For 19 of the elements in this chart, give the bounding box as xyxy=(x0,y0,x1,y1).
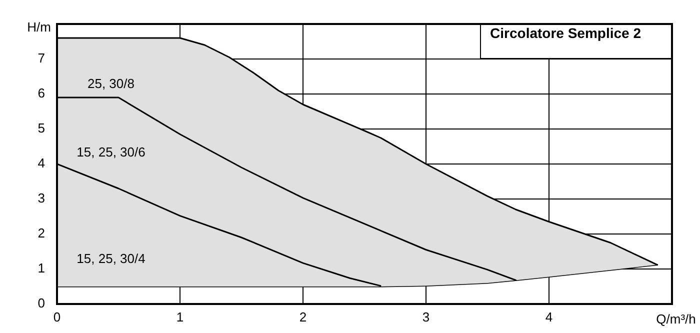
y-tick-label: 0 xyxy=(38,296,45,311)
x-tick-label: 4 xyxy=(545,309,553,324)
y-tick-label: 3 xyxy=(38,190,45,206)
y-tick-label: 6 xyxy=(38,86,45,101)
y-axis-title: H/m xyxy=(27,20,51,35)
x-tick-label: 0 xyxy=(53,309,61,324)
annotation: 15, 25, 30/6 xyxy=(76,144,146,160)
annotation: 15, 25, 30/4 xyxy=(76,250,146,266)
x-tick-label: 3 xyxy=(422,309,430,324)
x-tick-label: 1 xyxy=(176,309,184,324)
y-tick-label: 5 xyxy=(38,120,45,136)
annotation: 25, 30/8 xyxy=(88,76,134,91)
y-tick-label: 2 xyxy=(38,226,45,241)
y-tick-label: 7 xyxy=(38,50,45,66)
x-tick-label: 2 xyxy=(299,309,307,324)
y-tick-label: 1 xyxy=(38,260,45,276)
chart-title: Circolatore Semplice 2 xyxy=(480,24,672,59)
x-axis-title: Q/m³/h xyxy=(656,312,696,327)
y-tick-label: 4 xyxy=(38,156,45,171)
